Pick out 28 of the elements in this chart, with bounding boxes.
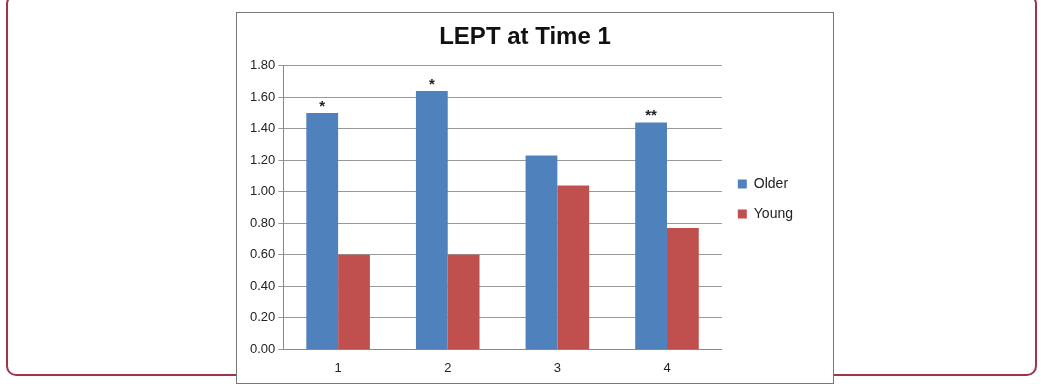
y-tick-label: 0.60 [249, 246, 276, 262]
y-tick-label: 0.20 [249, 309, 276, 325]
y-tick-label: 0.00 [249, 340, 276, 356]
annotation: ** [645, 106, 658, 124]
y-tick-label: 1.00 [249, 183, 276, 199]
x-tick-label: 3 [553, 359, 561, 375]
bar [306, 113, 339, 349]
y-tick-label: 1.40 [249, 120, 276, 136]
bar [525, 155, 558, 349]
chart-title: LEPT at Time 1 [439, 22, 611, 50]
bar [666, 228, 699, 349]
annotation: * [428, 74, 435, 92]
y-tick-label: 0.80 [249, 214, 276, 230]
annotation: * [319, 96, 326, 114]
bar [635, 122, 667, 349]
bar [338, 254, 370, 349]
y-tick-label: 1.80 [249, 57, 276, 73]
y-tick-label: 0.40 [249, 277, 276, 293]
x-tick-label: 1 [334, 359, 342, 375]
y-tick-label: 1.60 [249, 88, 276, 104]
y-tick-label: 1.20 [249, 151, 276, 167]
bar [415, 91, 448, 349]
legend-label: Older [753, 174, 789, 191]
x-tick-label: 4 [663, 359, 671, 375]
legend-label: Young [753, 204, 794, 221]
x-tick-label: 2 [444, 359, 452, 375]
bar [447, 254, 480, 349]
bar [557, 185, 590, 349]
